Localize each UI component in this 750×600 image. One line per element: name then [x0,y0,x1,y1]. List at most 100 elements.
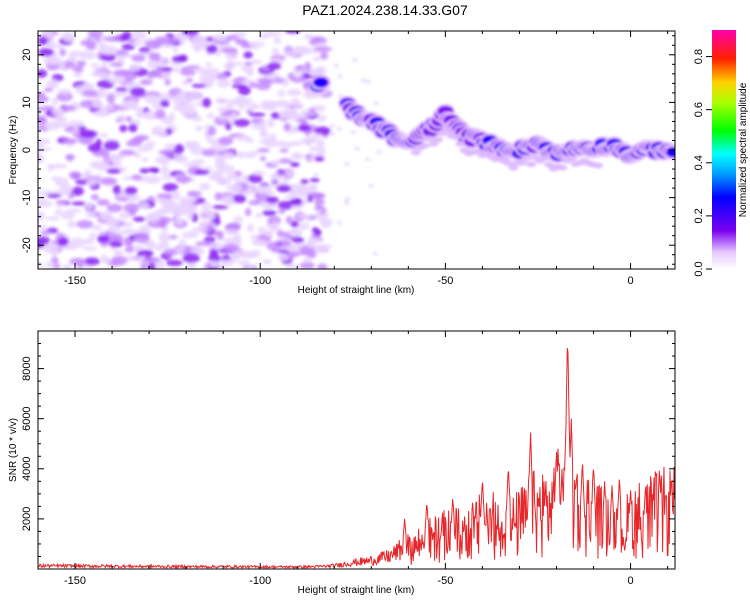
heatmap-noise-cell [175,217,184,226]
heatmap-noise-cell [164,78,171,86]
heatmap-signal-cell [433,136,443,143]
heatmap-noise-cell [146,72,156,79]
x-tick-label: -50 [437,575,453,587]
heatmap-noise-cell [106,168,121,174]
heatmap-noise-cell [179,197,190,204]
heatmap-noise-cell [212,205,229,210]
heatmap-noise-cell [90,194,100,201]
heatmap-noise-cell [282,50,298,57]
heatmap-noise-cell [271,159,281,166]
heatmap-noise-cell [70,186,84,196]
heatmap-noise-cell [237,151,246,159]
heatmap-noise-cell [131,54,146,62]
heatmap-noise-cell [90,71,109,77]
heatmap-noise-cell [85,212,96,218]
heatmap-noise-cell [82,246,98,251]
heatmap-noise-cell [51,107,65,117]
heatmap-noise-cell [246,223,255,233]
heatmap-noise-cell [56,92,73,102]
heatmap-noise-cell [157,208,168,214]
heatmap-noise-cell [121,31,132,40]
heatmap-noise-cell [278,158,293,164]
heatmap-noise-cell [287,141,304,146]
heatmap-noise-cell [115,87,129,92]
heatmap-noise-cell [251,238,265,246]
heatmap-noise-cell [202,149,217,157]
heatmap-noise-cell [210,260,218,269]
heatmap-noise-cell [106,203,123,213]
heatmap-signal-cell [450,134,461,140]
heatmap-noise-cell [344,197,350,201]
heatmap-noise-cell [183,162,200,168]
heatmap-noise-cell [192,35,207,46]
heatmap-noise-cell [79,129,97,139]
heatmap-noise-cell [52,121,69,128]
heatmap-noise-cell [214,192,222,201]
x-tick-label: -50 [437,275,453,287]
heatmap-noise-cell [223,62,236,70]
heatmap-noise-cell [67,139,78,144]
heatmap-noise-cell [123,71,138,81]
heatmap-noise-cell [173,104,186,112]
heatmap-noise-cell [238,260,250,266]
y-tick-label: -20 [21,237,33,253]
heatmap-noise-cell [67,120,85,127]
x-tick-label: -150 [64,275,86,287]
heatmap-noise-cell [181,31,199,36]
heatmap-noise-cell [89,160,108,169]
heatmap-noise-cell [90,63,100,69]
y-tick-label: 10 [21,96,33,108]
heatmap-noise-cell [297,124,312,132]
heatmap-noise-cell [107,161,115,166]
spectrogram-ticks: -150 -100 -50 0 20 10 0 -10 -20 [21,31,675,287]
heatmap-noise-cell [127,196,136,203]
heatmap-noise-cell [192,45,203,53]
heatmap-noise-cell [271,247,280,252]
heatmap-noise-cell [87,143,102,153]
heatmap-noise-cell [156,216,172,224]
heatmap-noise-cell [259,132,270,139]
heatmap-noise-cell [226,99,233,109]
heatmap-noise-cell [38,69,48,78]
heatmap-noise-cell [162,183,179,192]
heatmap-noise-cell [307,250,317,259]
heatmap-noise-cell [116,114,127,123]
heatmap-noise-cell [244,104,260,109]
heatmap-noise-cell [123,203,140,213]
heatmap-noise-cell [124,246,135,253]
heatmap-noise-cell [173,67,181,73]
heatmap-noise-cell [144,94,159,104]
snr-panel: -150 -100 -50 0 2000 4000 6000 8000 Height of s… [8,330,676,596]
heatmap-noise-cell [244,61,253,66]
heatmap-noise-cell [121,43,136,51]
heatmap-signal-cell [517,159,528,166]
heatmap-noise-cell [225,200,235,206]
heatmap-noise-cell [243,51,253,59]
spectrogram-xlabel: Height of straight line (km) [298,285,415,296]
heatmap-noise-cell [267,62,282,70]
heatmap-noise-cell [241,174,251,184]
heatmap-noise-cell [132,136,145,142]
heatmap-noise-cell [204,212,216,220]
heatmap-noise-cell [315,115,328,120]
heatmap-noise-cell [215,158,227,167]
heatmap-noise-cell [172,47,179,53]
heatmap-noise-cell [45,216,60,221]
heatmap-noise-cell [112,184,121,195]
heatmap-noise-cell [214,217,221,226]
heatmap-noise-cell [154,109,166,120]
heatmap-noise-cell [47,44,64,49]
heatmap-noise-cell [314,46,333,52]
heatmap-noise-cell [137,249,154,257]
heatmap-noise-cell [314,204,322,211]
heatmap-noise-cell [160,43,175,48]
heatmap-noise-cell [344,201,350,205]
y-tick-label: 4000 [21,457,33,481]
heatmap-noise-cell [295,46,312,56]
heatmap-noise-cell [273,77,285,84]
heatmap-noise-cell [302,72,311,79]
heatmap-noise-cell [85,202,94,211]
heatmap-noise-cell [201,97,212,108]
heatmap-noise-cell [75,85,84,94]
